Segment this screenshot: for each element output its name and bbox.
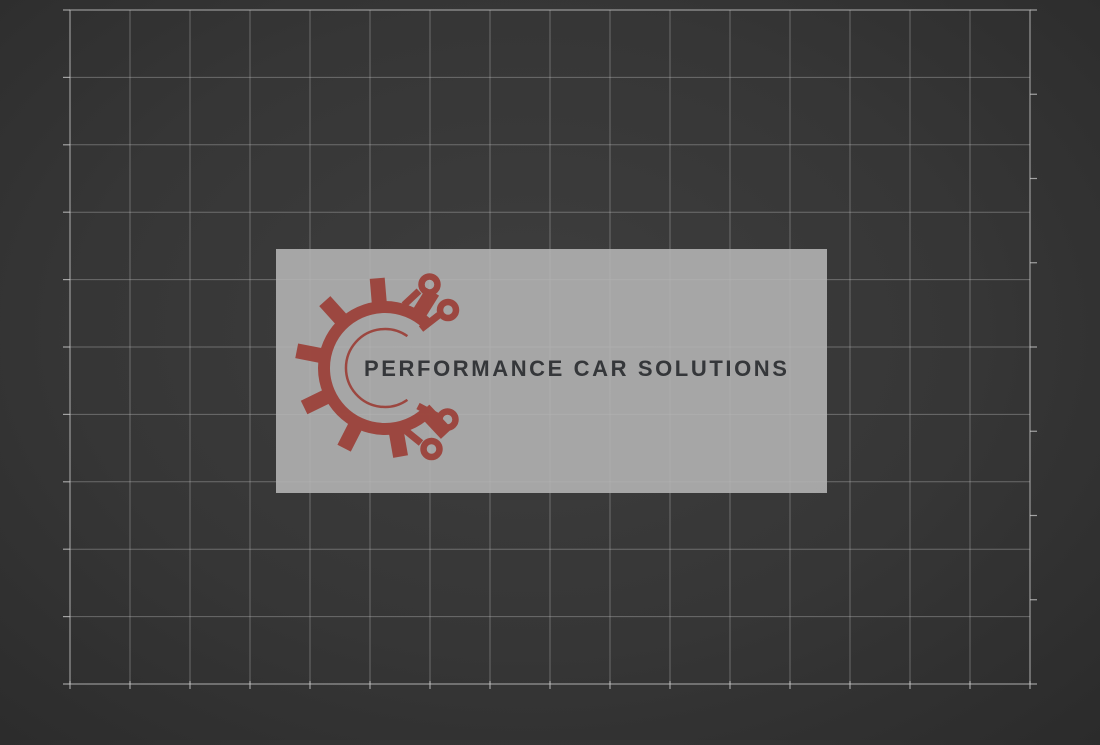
watermark-panel: PERFORMANCE CAR SOLUTIONS [276,249,827,493]
circuit-node [420,437,443,461]
circuit-trace [418,312,442,332]
gear-tooth [300,386,338,415]
gear-tooth [337,415,366,452]
gear-tooth [319,296,353,331]
circuit-node [436,298,460,322]
circuit-node [418,273,441,296]
gear-circuit-logo-icon [295,273,460,461]
circuit-node [436,408,459,431]
gear-tooth [295,343,331,365]
circuit-trace [416,402,439,420]
gear-tooth [369,277,388,312]
circuit-trace [397,423,424,446]
gear-tooth [387,422,408,458]
gear-tooth [408,287,440,324]
gear-inner-arc [344,327,409,409]
gear-ring [317,301,431,435]
circuit-trace [401,288,422,308]
watermark-text: PERFORMANCE CAR SOLUTIONS [364,356,790,381]
